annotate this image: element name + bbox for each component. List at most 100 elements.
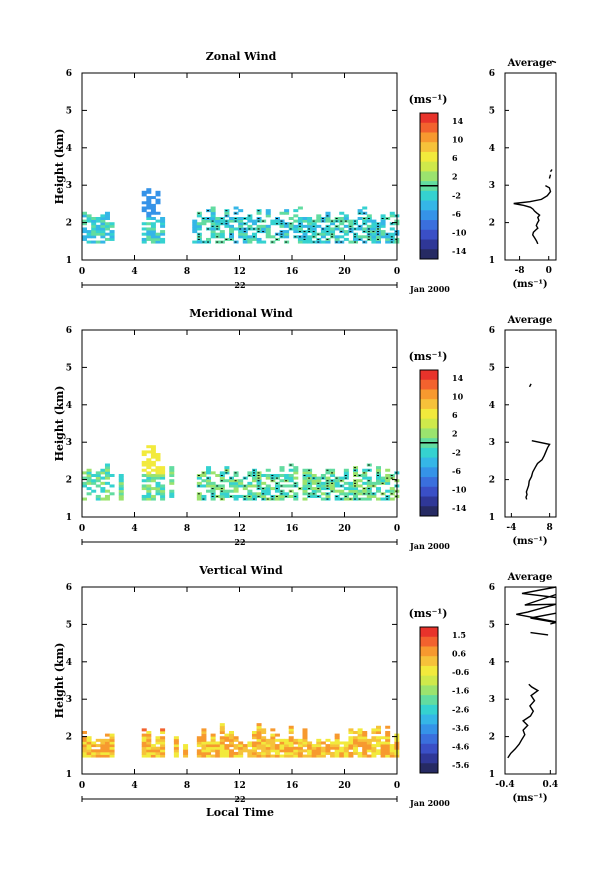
heatmap-cell [100,222,106,226]
contour-mark [386,495,389,497]
contour-mark [271,498,274,500]
contour-mark [225,238,228,240]
heatmap-cell [95,216,101,220]
heatmap-cell [288,728,294,732]
contour-mark [262,498,265,500]
heatmap-cell [343,481,349,485]
contour-mark [317,238,320,240]
heatmap-cell [86,741,92,745]
heatmap-cell [371,237,377,241]
heatmap-cell [192,219,198,223]
heatmap-cell [160,471,166,475]
contour-mark [363,212,366,214]
heatmap-cell [389,227,395,231]
heatmap-cell [362,741,368,745]
contour-mark [234,480,237,482]
heatmap-cell [206,468,212,472]
heatmap-cell [274,751,280,755]
contour-mark [262,231,265,233]
heatmap-cell [109,741,115,745]
heatmap-cell [385,749,391,753]
heatmap-cell [251,730,257,734]
heatmap-cell [155,455,161,459]
heatmap-cell [265,476,271,480]
heatmap-cell [146,445,152,449]
heatmap-cell [362,497,368,501]
heatmap-cell [160,746,166,750]
day-label: 22 [234,280,245,290]
heatmap-cell [339,476,345,480]
heatmap-cell [210,230,216,234]
heatmap-cell [229,736,234,740]
heatmap-cell [219,235,225,239]
contour-mark [280,493,283,495]
heatmap-cell [256,730,262,734]
contour-mark [207,217,210,219]
contour-mark [257,485,260,487]
heatmap-cell [150,240,156,244]
y-tick-label: 3 [66,695,72,705]
contour-mark [220,474,223,476]
y-tick-label: 5 [66,363,72,373]
heatmap-cell [284,744,290,748]
heatmap-cell [219,230,225,234]
heatmap-cell [150,206,156,210]
heatmap-cell [215,741,221,745]
contour-mark [207,210,210,212]
heatmap-cell [141,468,147,472]
heatmap-cell [293,492,299,496]
heatmap-cell [219,751,225,755]
heatmap-cell [219,219,225,223]
heatmap-cell [330,473,336,477]
heatmap-cell [155,492,161,496]
heatmap-cell [224,749,230,753]
heatmap-cell [251,219,257,223]
heatmap-cell [311,222,317,226]
x-tick-label: 0 [394,267,400,277]
colorbar-swatch [420,142,438,153]
heatmap-cell [155,741,161,745]
heatmap-cell [82,741,87,745]
contour-mark [252,474,255,476]
heatmap-cell [293,754,299,758]
heatmap-cell [288,725,294,729]
heatmap-cell [353,487,359,491]
heatmap-cell [279,746,285,750]
heatmap-cell [82,746,87,750]
heatmap-cell [155,754,161,758]
heatmap-cell [251,733,257,737]
profile-title: Average [507,572,553,583]
contour-mark [308,495,311,497]
contour-mark [331,236,334,238]
contour-mark [367,480,370,482]
colorbar-label: 10 [452,135,464,145]
heatmap-cell [233,746,239,750]
heatmap-cell [201,730,207,734]
colorbar-swatch [420,113,438,124]
heatmap-cell [380,230,386,234]
heatmap-cell [274,738,280,742]
heatmap-cell [109,738,115,742]
heatmap-cell [376,476,381,480]
heatmap-cell [325,219,331,223]
contour-mark [317,488,320,490]
heatmap-cell [155,201,161,205]
heatmap-cell [288,736,294,740]
heatmap-cell [206,237,212,241]
heatmap-cell [334,733,340,737]
heatmap-cell [353,744,359,748]
heatmap-cell [173,736,179,740]
heatmap-cell [270,741,276,745]
contour-mark [354,482,357,484]
heatmap-cell [141,227,147,231]
heatmap-cell [270,219,276,223]
contour-mark [262,220,265,222]
contour-mark [239,228,242,230]
heatmap-cell [86,751,92,755]
contour-mark [257,231,260,233]
heatmap-cell [265,738,271,742]
colorbar-swatch [420,379,438,390]
heatmap-cell [82,237,87,241]
day-label: 22 [234,794,245,804]
heatmap-cell [348,744,354,748]
